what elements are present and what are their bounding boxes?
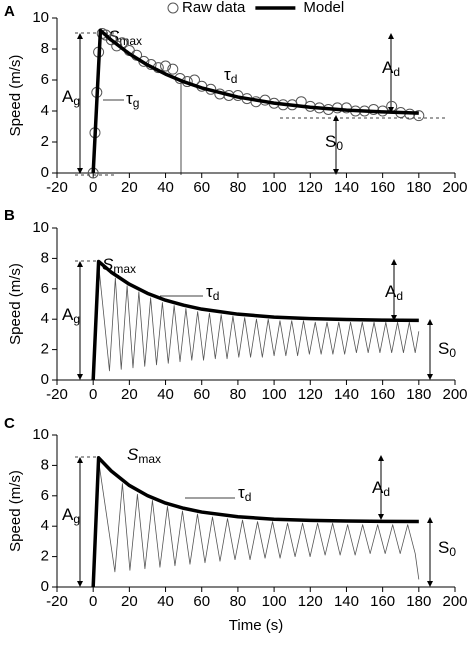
annotation: Ad [382, 58, 400, 79]
annotation: Ag [62, 305, 80, 326]
legend-marker [167, 2, 179, 14]
y-tick-label: 0 [41, 578, 49, 595]
y-tick-label: 0 [41, 371, 49, 388]
x-tick-label: -20 [46, 593, 68, 610]
y-tick-label: 4 [41, 517, 49, 534]
x-tick-label: 160 [370, 179, 395, 196]
y-axis-label: Speed (m/s) [7, 55, 24, 137]
x-tick-label: 180 [406, 386, 431, 403]
legend-label: Raw data [182, 0, 246, 16]
x-tick-label: 140 [334, 179, 359, 196]
y-tick-label: 0 [41, 164, 49, 181]
annotation: S0 [325, 132, 343, 153]
data-point [160, 60, 172, 72]
series-line [91, 456, 419, 588]
panel-letter: A [4, 3, 15, 20]
x-tick-label: -20 [46, 386, 68, 403]
y-tick-label: 4 [41, 102, 49, 119]
x-tick-label: 200 [442, 386, 467, 403]
x-tick-label: 100 [262, 386, 287, 403]
x-tick-label: 200 [442, 593, 467, 610]
y-tick-label: 8 [41, 40, 49, 57]
y-tick-label: 2 [41, 341, 49, 358]
x-tick-label: 100 [262, 593, 287, 610]
x-tick-label: 100 [262, 179, 287, 196]
y-tick-label: 6 [41, 71, 49, 88]
x-tick-label: 120 [298, 179, 323, 196]
annotation: τd [206, 282, 219, 303]
x-tick-label: 0 [89, 386, 97, 403]
x-tick-label: 180 [406, 179, 431, 196]
y-tick-label: 4 [41, 310, 49, 327]
annotation: S0 [438, 538, 456, 559]
x-tick-label: 40 [157, 386, 174, 403]
y-tick-label: 10 [32, 9, 49, 26]
x-tick-label: 160 [370, 593, 395, 610]
annotation: τd [224, 65, 237, 86]
x-tick-label: 120 [298, 386, 323, 403]
y-axis-label: Speed (m/s) [7, 470, 24, 552]
data-point [368, 103, 380, 115]
x-tick-label: 0 [89, 179, 97, 196]
y-tick-label: 2 [41, 133, 49, 150]
data-point [413, 110, 425, 122]
annotation: Smax [108, 27, 142, 48]
data-point [105, 34, 117, 46]
x-axis-label: Time (s) [229, 617, 283, 634]
annotation: S0 [438, 339, 456, 360]
panel-letter: B [4, 207, 15, 224]
x-tick-label: 40 [157, 179, 174, 196]
x-tick-label: 20 [121, 179, 138, 196]
y-tick-label: 10 [32, 426, 49, 443]
annotation: Ag [62, 87, 80, 108]
annotation: Smax [127, 445, 161, 466]
x-tick-label: 40 [157, 593, 174, 610]
annotation: τg [126, 89, 139, 110]
x-tick-label: 140 [334, 593, 359, 610]
y-tick-label: 8 [41, 249, 49, 266]
annotation: τd [238, 483, 251, 504]
annotation: Ag [62, 505, 80, 526]
annotation: Ad [372, 478, 390, 499]
annotation: Smax [102, 255, 136, 276]
y-tick-label: 2 [41, 548, 49, 565]
y-tick-label: 6 [41, 280, 49, 297]
x-tick-label: 140 [334, 386, 359, 403]
y-axis-label: Speed (m/s) [7, 263, 24, 345]
annotation: Ad [385, 282, 403, 303]
panel-letter: C [4, 415, 15, 432]
x-tick-label: -20 [46, 179, 68, 196]
x-tick-label: 120 [298, 593, 323, 610]
x-tick-label: 0 [89, 593, 97, 610]
x-tick-label: 60 [193, 386, 210, 403]
series-line [92, 264, 420, 381]
y-tick-label: 10 [32, 219, 49, 236]
x-tick-label: 60 [193, 593, 210, 610]
y-tick-label: 8 [41, 456, 49, 473]
x-tick-label: 180 [406, 593, 431, 610]
x-tick-label: 60 [193, 179, 210, 196]
data-point [167, 63, 179, 75]
x-tick-label: 80 [230, 386, 247, 403]
series-line [91, 259, 419, 381]
series-line [91, 28, 419, 174]
x-tick-label: 80 [230, 179, 247, 196]
x-tick-label: 20 [121, 593, 138, 610]
legend-label: Model [303, 0, 344, 16]
x-tick-label: 160 [370, 386, 395, 403]
series-line [92, 460, 420, 588]
y-tick-label: 6 [41, 487, 49, 504]
x-tick-label: 200 [442, 179, 467, 196]
data-point [386, 100, 398, 112]
x-tick-label: 20 [121, 386, 138, 403]
x-tick-label: 80 [230, 593, 247, 610]
